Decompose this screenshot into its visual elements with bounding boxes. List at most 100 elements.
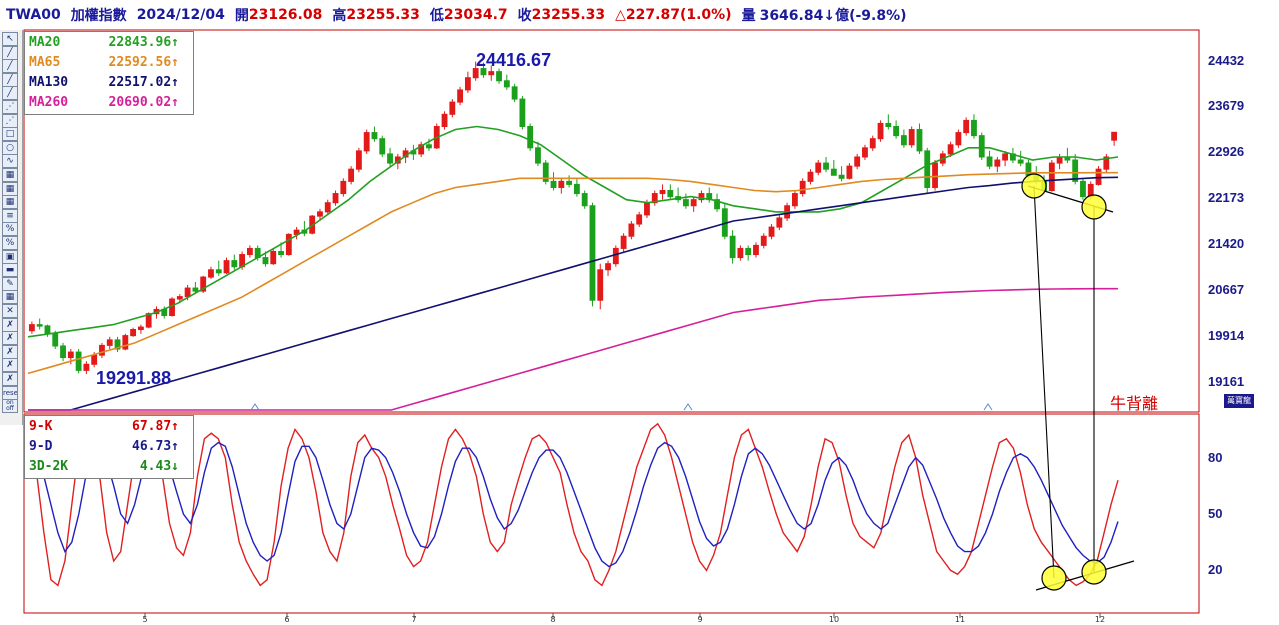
x-tick-label: 8 (550, 615, 555, 624)
peak-label: 24416.67 (476, 50, 552, 70)
highlight-circle (1041, 565, 1067, 591)
candle-body (130, 329, 137, 337)
grid-icon[interactable]: ▦ (2, 290, 18, 305)
x-tick-label: 12 (1095, 615, 1105, 624)
channel-icon[interactable]: ≡ (2, 208, 18, 223)
candle-body (1095, 168, 1102, 185)
candle-body (348, 168, 355, 182)
ratio-icon[interactable]: % (2, 222, 18, 237)
grid-icon[interactable]: ▦ (2, 181, 18, 196)
delete-icon[interactable]: ✗ (2, 372, 18, 386)
candle-body (145, 313, 152, 328)
line-icon[interactable]: ╱ (2, 59, 18, 74)
toggle-icon[interactable]: on off (2, 399, 18, 414)
line-icon[interactable]: ╱ (2, 45, 18, 60)
reset-icon[interactable]: reset (2, 385, 18, 400)
drawing-toolbar: ↖╱╱╱╱⋰⋰□○∿▦▦▦≡%%▣▬✎▦✕✗✗✗✗✗reseton off (0, 30, 23, 425)
candle-body (682, 199, 689, 207)
candle-body (503, 80, 510, 88)
candle-body (371, 132, 378, 140)
candle-body (418, 144, 425, 155)
candle-body (28, 324, 35, 332)
grid-icon[interactable]: ▦ (2, 168, 18, 182)
price-tick-label: 24432 (1208, 52, 1245, 68)
candle-body (176, 296, 183, 300)
delete-icon[interactable]: ✗ (2, 331, 18, 346)
change-value: △227.87(1.0%) (615, 7, 732, 23)
candle-body (519, 98, 526, 127)
fan-icon[interactable]: ⋰ (2, 113, 18, 128)
x-tick-label: 6 (284, 615, 289, 624)
candle-body (278, 250, 284, 256)
price-tick-label: 22926 (1208, 144, 1245, 160)
candle-body (542, 162, 549, 182)
rect-icon[interactable]: □ (2, 127, 18, 142)
candle-body (99, 344, 105, 356)
delete-icon[interactable]: ✗ (2, 317, 18, 332)
grid-icon[interactable]: ▦ (2, 195, 18, 210)
line-icon[interactable]: ╱ (2, 86, 18, 101)
kd-tick-label: 20 (1208, 562, 1223, 578)
ma20-line (27, 125, 1119, 338)
circle-icon[interactable]: ○ (2, 140, 18, 155)
legend-value: 20690.02↑ (108, 95, 179, 110)
ma-legend: MA20 22843.96↑ MA65 22592.56↑ MA130 22517.02↑… (24, 31, 194, 115)
legend-name: 9-D (29, 439, 53, 454)
candle-body (581, 193, 588, 207)
candle-body (184, 287, 191, 298)
legend-row: MA65 22592.56↑ (29, 53, 189, 73)
legend-row: MA130 22517.02↑ (29, 73, 189, 93)
brush-icon[interactable]: ▬ (2, 263, 18, 278)
box-icon[interactable]: ▣ (2, 249, 18, 264)
legend-row: 3D-2K 4.43↓ (29, 457, 189, 477)
candle-body (862, 147, 868, 158)
candle-body (1056, 156, 1063, 164)
price-tick-label: 19161 (1208, 373, 1245, 389)
price-axis-area (1200, 30, 1279, 625)
candle-body (324, 202, 331, 213)
candle-body (955, 132, 962, 146)
candle-body (215, 269, 222, 274)
ratio-icon[interactable]: % (2, 236, 18, 250)
delete-icon[interactable]: ✗ (2, 358, 18, 373)
quote-date: 2024/12/04 (136, 7, 225, 23)
fan-icon[interactable]: ⋰ (2, 100, 18, 114)
candle-body (846, 165, 853, 179)
price-panel (23, 29, 1200, 413)
pencil-icon[interactable]: ✎ (2, 276, 18, 291)
arrow-icon[interactable]: ↖ (2, 32, 18, 46)
candle-body (753, 244, 759, 256)
candle-body (52, 333, 59, 347)
legend-name: 9-K (29, 419, 53, 434)
candle-body (488, 71, 495, 76)
candle-body (620, 235, 627, 249)
legend-name: MA65 (29, 55, 61, 70)
candle-body (908, 129, 915, 146)
x-tick-label: 7 (411, 615, 416, 624)
trough-label: 19291.88 (96, 368, 172, 388)
line-icon[interactable]: ╱ (2, 72, 18, 87)
candle-body (480, 68, 487, 76)
candle-body (114, 339, 121, 350)
legend-row: 9-D 46.73↑ (29, 437, 189, 457)
candle-body (823, 162, 829, 170)
divergence-label: 牛背離 (1110, 394, 1159, 413)
candle-body (223, 260, 230, 274)
candle-body (262, 257, 269, 265)
candle-body (91, 354, 98, 365)
candle-body (745, 247, 752, 256)
candle-body (1072, 159, 1079, 182)
candle-body (231, 260, 238, 268)
legend-value: 22843.96↑ (108, 35, 179, 50)
candle-body (698, 193, 705, 201)
ma65-line (27, 171, 1118, 375)
candle-body (714, 199, 720, 210)
wave-icon[interactable]: ∿ (2, 154, 18, 169)
cross-icon[interactable]: ✕ (2, 304, 18, 318)
candle-body (791, 193, 798, 207)
legend-value: 22592.56↑ (108, 55, 179, 70)
close-label: 收 (517, 8, 532, 24)
delete-icon[interactable]: ✗ (2, 344, 18, 359)
x-tick-label: 5 (142, 615, 147, 624)
